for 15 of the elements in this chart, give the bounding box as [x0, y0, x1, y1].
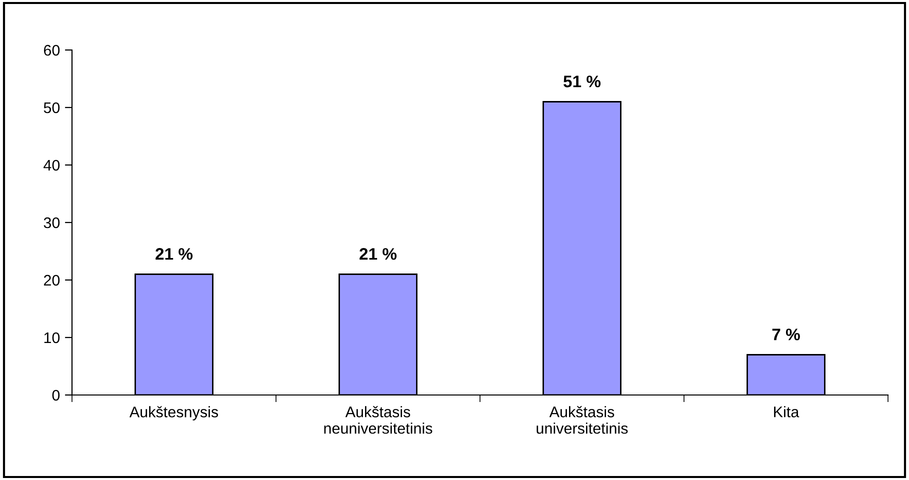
data-label: 21 % — [360, 248, 397, 260]
y-tick-label: 0 — [52, 390, 60, 401]
y-tick-label: 40 — [44, 160, 60, 171]
x-tick-label: Aukštasis neuniversitetinis — [324, 406, 432, 434]
y-tick-label: 30 — [44, 217, 60, 228]
y-tick-label: 20 — [44, 274, 60, 286]
data-label: 7 % — [772, 328, 800, 340]
data-label: 21 % — [156, 248, 193, 260]
y-tick-label: 50 — [44, 102, 60, 114]
x-tick-label: Aukštasis universitetinis — [536, 406, 628, 434]
x-tick-label: Kita — [774, 406, 800, 418]
y-tick-label: 60 — [44, 44, 60, 56]
data-label: 51 % — [564, 76, 601, 88]
y-tick-label: 10 — [44, 332, 60, 344]
x-tick-label: Aukštesnysis — [129, 406, 218, 420]
